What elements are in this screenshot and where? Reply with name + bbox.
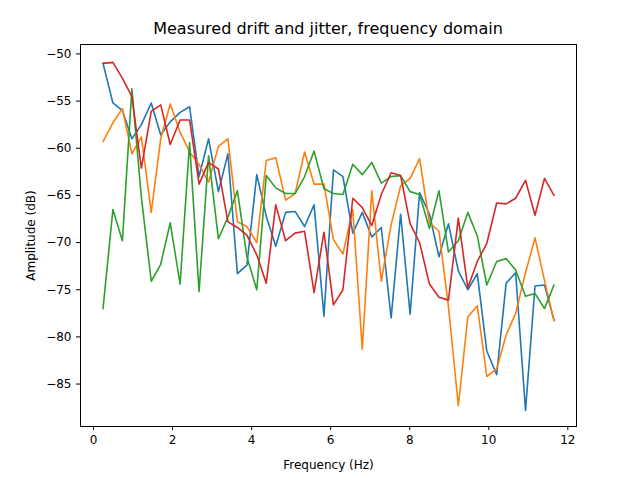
svg-text:−70: −70 xyxy=(46,235,71,249)
svg-text:12: 12 xyxy=(560,433,575,447)
svg-text:−55: −55 xyxy=(46,94,71,108)
svg-text:−75: −75 xyxy=(46,283,71,297)
svg-text:6: 6 xyxy=(327,433,335,447)
svg-text:8: 8 xyxy=(406,433,414,447)
svg-text:Amplitude (dB): Amplitude (dB) xyxy=(24,190,38,281)
svg-text:0: 0 xyxy=(90,433,98,447)
html-text:Measured drift and jitter, fre: Measured drift and jitter, frequency dom… xyxy=(153,19,503,38)
svg-text:−65: −65 xyxy=(46,188,71,202)
svg-text:−80: −80 xyxy=(46,330,71,344)
svg-text:4: 4 xyxy=(248,433,256,447)
svg-text:−60: −60 xyxy=(46,141,71,155)
svg-text:2: 2 xyxy=(169,433,177,447)
svg-text:10: 10 xyxy=(481,433,496,447)
svg-text:−50: −50 xyxy=(46,47,71,61)
svg-text:−85: −85 xyxy=(46,377,71,391)
svg-text:Frequency (Hz): Frequency (Hz) xyxy=(283,458,374,472)
